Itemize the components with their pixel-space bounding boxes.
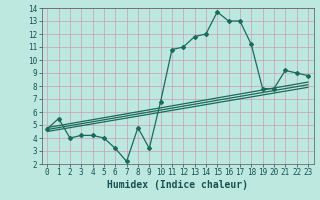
X-axis label: Humidex (Indice chaleur): Humidex (Indice chaleur) xyxy=(107,180,248,190)
